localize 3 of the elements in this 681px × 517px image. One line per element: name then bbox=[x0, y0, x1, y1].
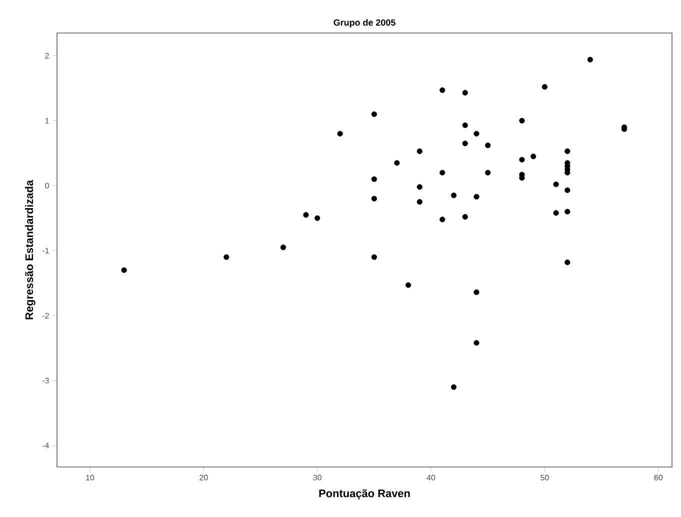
y-axis-title: Regressão Estandardizada bbox=[25, 180, 36, 320]
x-axis-title: Pontuação Raven bbox=[319, 489, 410, 500]
chart-title: Grupo de 2005 bbox=[334, 19, 396, 28]
